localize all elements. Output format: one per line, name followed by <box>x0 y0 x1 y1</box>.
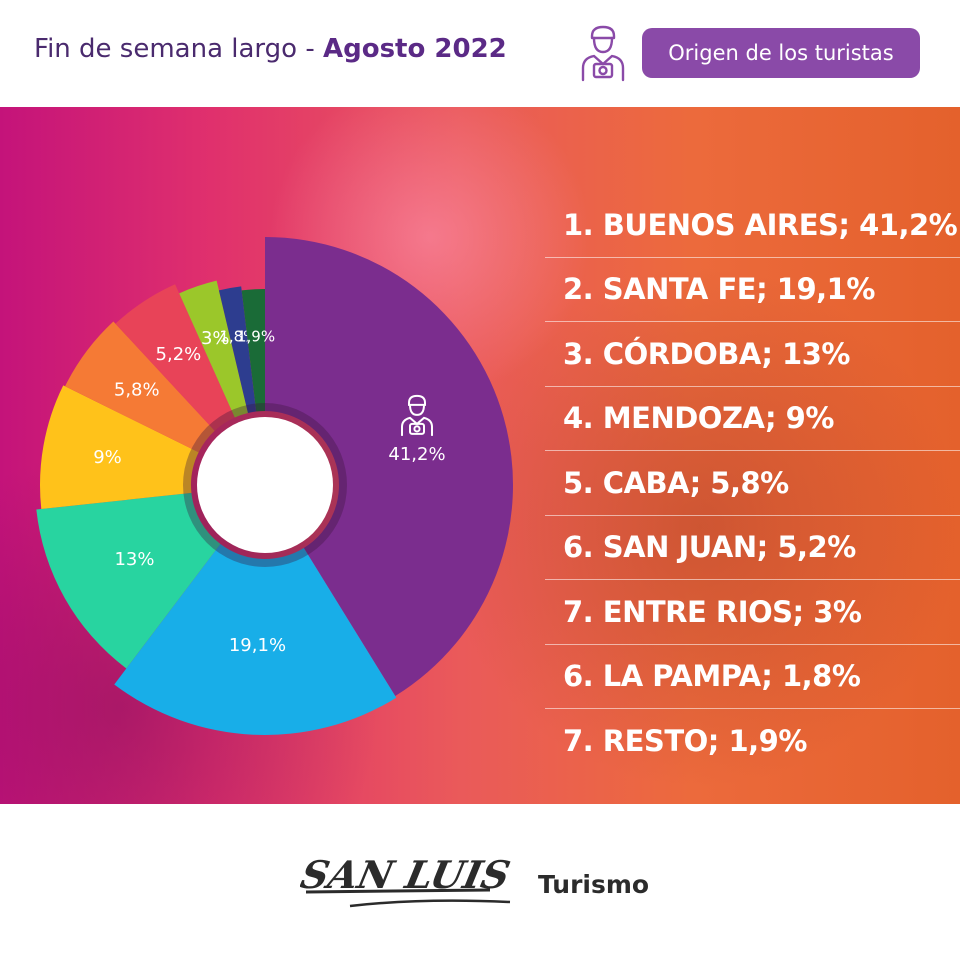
legend-item-9: 7. RESTO; 1,9% <box>563 724 807 759</box>
pie-slice-6 <box>115 284 235 431</box>
legend-list: 1. BUENOS AIRES; 41,2% 2. SANTA FE; 19,1… <box>545 193 960 774</box>
pie-label-9: 1,9% <box>237 327 275 345</box>
pie-chart: 41,2%19,1%13%9%5,8%5,2%3%1,8%1,9% <box>36 237 513 735</box>
pie-label-1: 41,2% <box>388 444 445 465</box>
pie-slice-3 <box>36 492 221 669</box>
page-title: Fin de semana largo - Agosto 2022 <box>34 34 507 64</box>
pie-label-4: 9% <box>93 447 122 468</box>
donut-hole <box>197 417 333 553</box>
legend-item-7: 7. ENTRE RIOS; 3% <box>545 580 960 645</box>
pie-slice-7 <box>179 280 248 418</box>
legend-item-4: 4. MENDOZA; 9% <box>545 387 960 451</box>
chart-banner: 41,2% 19,1% 13% 9% 5,8% 5,2% 3% 1,8% 1,9% 1. BUE… <box>0 107 960 804</box>
header: Fin de semana largo - Agosto 2022 Origen… <box>0 0 960 105</box>
legend-item-8: 6. LA PAMPA; 1,8% <box>545 645 960 709</box>
san-luis-logo: SAN LUIS <box>300 853 514 908</box>
title-date: Agosto 2022 <box>322 34 507 64</box>
title-prefix: Fin de semana largo - <box>34 34 323 64</box>
pie-slice-9 <box>241 289 265 412</box>
legend-item-2: 2. SANTA FE; 19,1% <box>545 258 960 322</box>
pie-slice-1 <box>265 237 513 697</box>
pie-label-2: 19,1% <box>229 635 286 656</box>
pie-slice-4 <box>39 385 199 509</box>
legend-item-3: 3. CÓRDOBA; 13% <box>545 322 960 387</box>
pie-slice-8 <box>218 286 257 413</box>
legend-item-1: 1. BUENOS AIRES; 41,2% <box>545 193 960 258</box>
origin-button[interactable]: Origen de los turistas <box>642 28 920 78</box>
pie-label-7: 3% <box>201 328 230 349</box>
footer: SAN LUIS Turismo <box>0 804 960 960</box>
logo-turismo: Turismo <box>538 870 650 899</box>
slice-tourist-icon <box>401 394 434 436</box>
pie-label-5: 5,8% <box>114 379 160 400</box>
pie-label-6: 5,2% <box>156 344 202 365</box>
tourist-camera-icon <box>581 25 625 82</box>
legend-item-6: 6. SAN JUAN; 5,2% <box>545 516 960 580</box>
pie-slice-2 <box>114 544 397 735</box>
legend-item-5: 5. CABA; 5,8% <box>545 451 960 516</box>
pie-label-3: 13% <box>114 549 154 570</box>
pie-slice-5 <box>65 321 215 453</box>
